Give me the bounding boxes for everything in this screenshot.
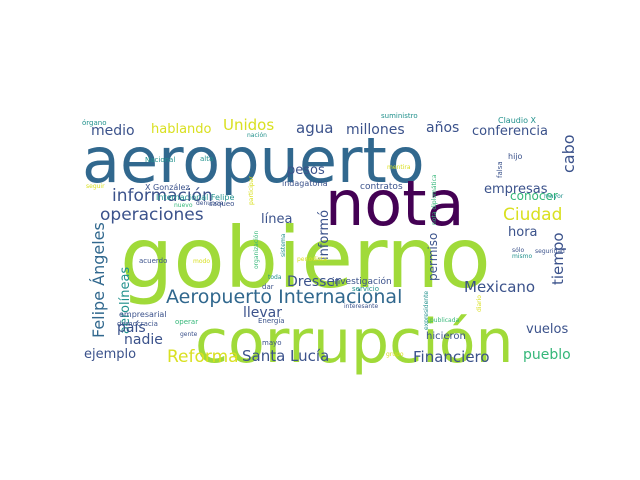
word-nación: nación [247,132,267,139]
word-mentira: mentira [387,164,411,171]
word-democracia: democracia [117,320,158,328]
word-tiempo: tiempo [549,232,567,285]
word-permiso: permiso [426,233,440,281]
word-aerolíneas: aerolíneas [118,267,133,334]
word-seguir: seguir [86,183,105,190]
word-vuelos: vuelos [526,322,568,337]
word-grupo: grupo [386,351,404,358]
word-publicada: publicada [430,317,460,324]
word-interesante: interesante [344,303,378,310]
word-investigación: investigación [332,276,392,287]
word-santa-lucía: Santa Lucía [242,347,329,365]
word-sólo: sólo [512,247,524,254]
word-nuevo: nuevo [174,202,193,209]
word-saqueo: saqueo [209,200,234,208]
word-informó: informó [317,210,332,260]
word-participar: participar [248,176,255,205]
word-corrupción: corrupción [195,307,514,377]
word-agua: agua [296,119,333,137]
word-suministro: suministro [381,112,418,120]
word-hicieron: hicieron [426,331,466,342]
word-periodista: periodista [297,256,327,263]
word-financiero: Financiero [413,348,490,366]
word-operaciones: operaciones [100,205,204,225]
word-reforma: Reforma [167,347,239,367]
word-hablando: hablando [151,122,212,137]
word-mayo: mayo [262,339,282,347]
word-línea: línea [261,212,292,227]
word-millones: millones [346,122,405,138]
word-mismo: mismo [512,253,532,260]
word-alta: alta [200,155,213,163]
word-internacional-felipe: Internacional Felipe [156,193,234,202]
word-nota: nota [325,167,465,240]
word-mexicano: Mexicano [464,278,535,296]
word-años: años [426,120,459,136]
word-mayor: mayor [544,193,564,200]
word-contratos: contratos [360,182,403,192]
word-claudio-x: Claudio X [498,116,537,125]
word-ejemplo: ejemplo [84,347,136,362]
word-nota-diplomática: nota diplomática [431,174,438,225]
word-llevar: llevar [243,305,282,321]
word-unidos: Unidos [223,116,274,134]
word-dresser: Dresser [287,274,341,290]
word-hijo: hijo [508,152,523,161]
word-conferencia: conferencia [472,124,548,139]
word-aeropuerto-internacional: Aeropuerto Internacional [166,286,402,308]
word-denuncia: denuncia [196,200,224,207]
word-falsa: falsa [496,161,504,178]
word-pueblo: pueblo [523,347,571,363]
word-toda: toda [268,274,282,281]
word-información: información [112,186,213,206]
word-dar: dar [262,283,274,291]
word-diario: diario [476,295,483,312]
word-operar: operar [175,318,198,326]
word-gente: gente [180,331,198,338]
word-energía: Energía [258,317,285,325]
word-indagatoria: indagatoria [282,179,328,188]
word-país: país [117,320,146,336]
word-sistema: sistema [280,233,287,257]
word-modo: modo [193,258,210,265]
word-conocer: conocer [510,189,558,203]
word-expresidente: expresidente [423,291,430,330]
word-aeropuerto: aeropuerto [82,124,425,197]
word-acuerdo: acuerdo [139,257,167,265]
word-nacional: Nacional [145,156,175,164]
word-empresas: empresas [484,182,548,197]
word-gobierno: gobierno [120,209,491,307]
word-servicio: servicio [352,285,379,293]
word-pesos: pesos [287,163,325,178]
word-seguridad: seguridad [535,248,565,255]
word-organización: organización [253,231,260,269]
word-x-gonzález: X González [145,183,190,192]
word-hora: hora [508,225,538,240]
word-órgano: órgano [82,119,107,127]
word-ciudad: Ciudad [503,205,562,225]
word-felipe-ángeles: Felipe Ángeles [89,222,108,338]
word-cabo: cabo [559,134,578,173]
word-empresarial: empresarial [119,310,167,319]
word-nadie: nadie [124,332,163,348]
word-medio: medio [91,123,135,139]
